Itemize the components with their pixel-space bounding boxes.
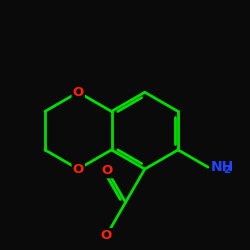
Text: O: O (72, 86, 84, 99)
Text: 2: 2 (223, 165, 230, 175)
Text: O: O (72, 162, 84, 175)
Text: O: O (102, 164, 113, 177)
Text: NH: NH (210, 160, 234, 174)
Text: O: O (101, 229, 112, 242)
